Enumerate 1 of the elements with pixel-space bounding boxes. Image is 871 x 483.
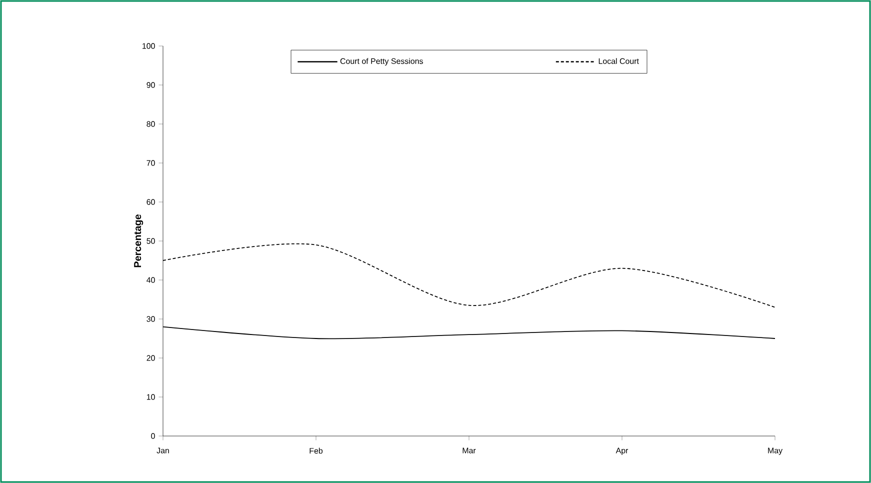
y-axis-title: Percentage bbox=[134, 214, 144, 268]
